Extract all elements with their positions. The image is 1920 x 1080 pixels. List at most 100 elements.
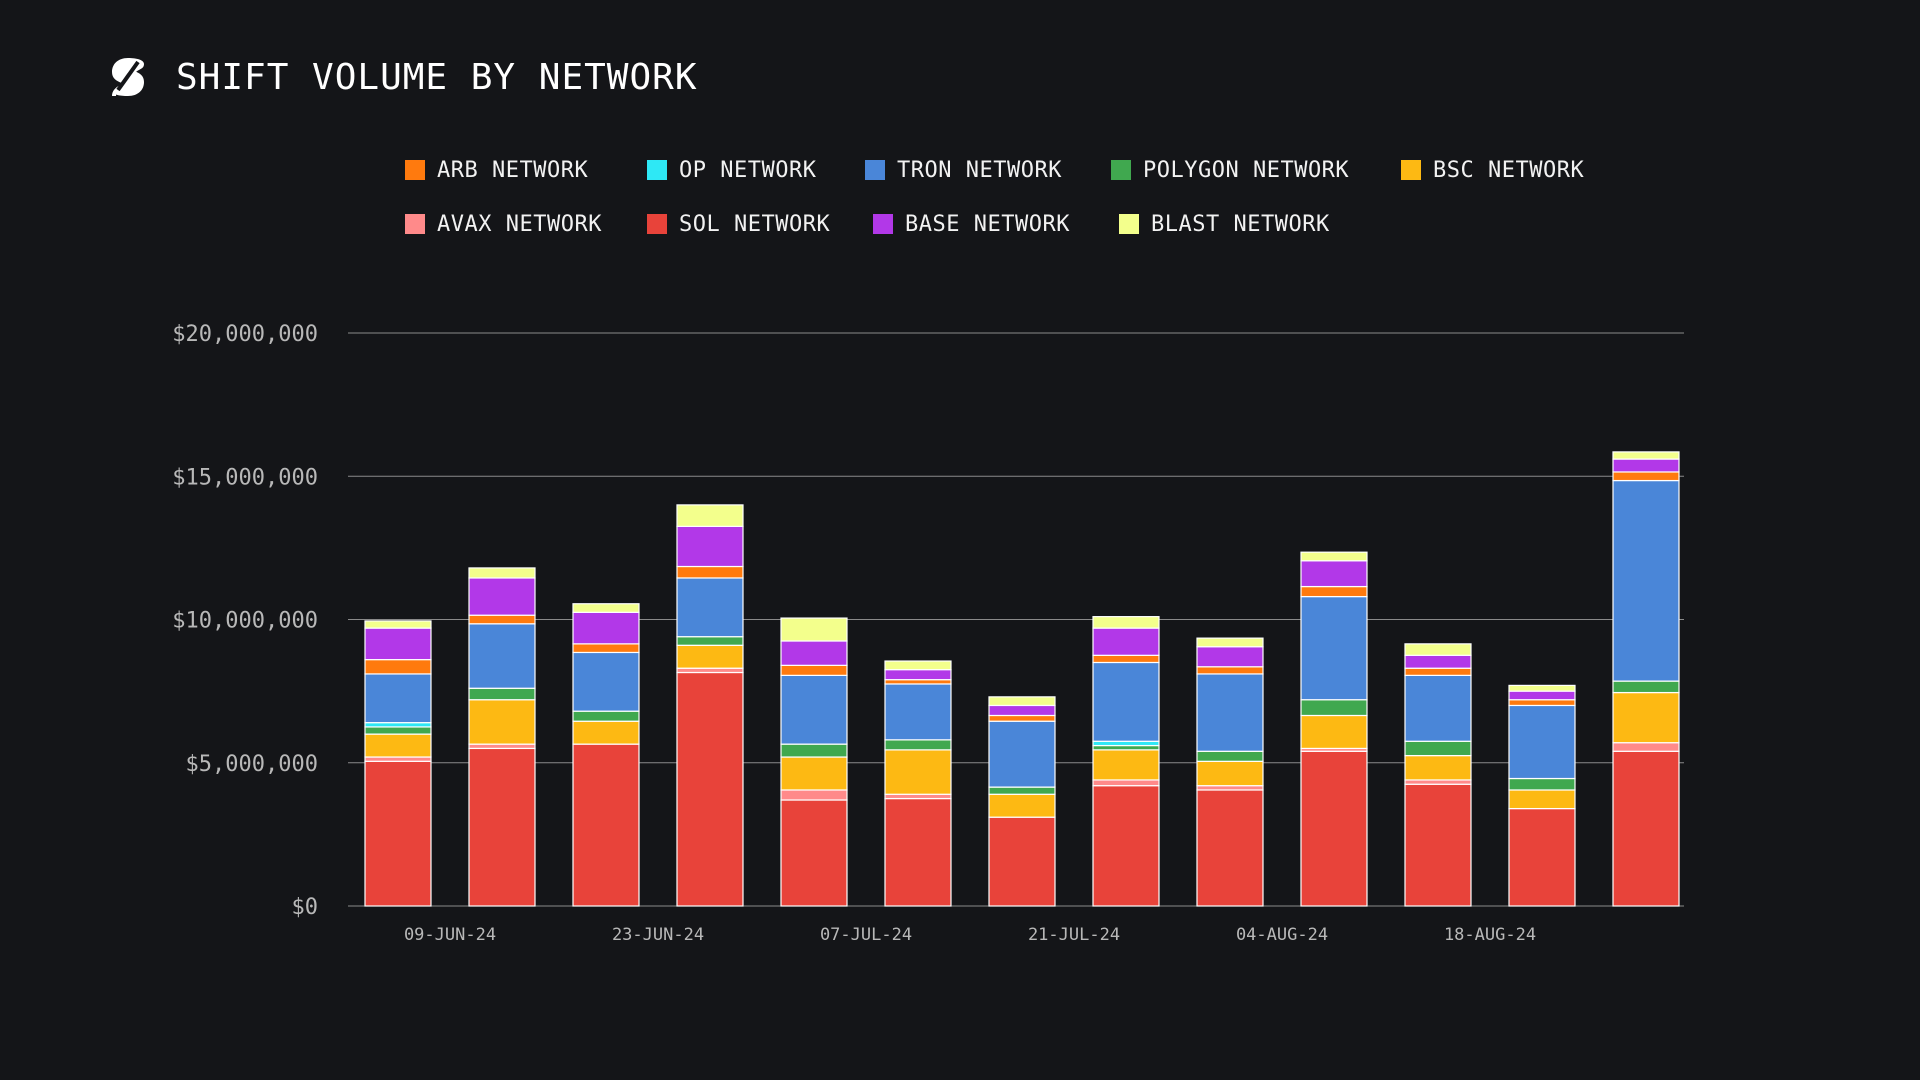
legend-label: SOL NETWORK bbox=[679, 211, 831, 237]
legend-item-op-network[interactable]: OP NETWORK bbox=[647, 157, 865, 183]
bar-segment-polygon-network bbox=[780, 743, 848, 758]
bar-segment-avax-network bbox=[1612, 742, 1680, 752]
legend-item-sol-network[interactable]: SOL NETWORK bbox=[647, 211, 873, 237]
legend-label: OP NETWORK bbox=[679, 157, 817, 183]
bar-segment-sol-network bbox=[572, 743, 640, 907]
bar-segment-polygon-network bbox=[1404, 740, 1472, 757]
legend-swatch bbox=[1401, 160, 1421, 180]
bar-segment-polygon-network bbox=[1300, 699, 1368, 717]
legend-label: ARB NETWORK bbox=[437, 157, 589, 183]
bar-segment-sol-network bbox=[468, 747, 536, 907]
legend-item-arb-network[interactable]: ARB NETWORK bbox=[405, 157, 647, 183]
bar-segment-blast-network bbox=[468, 567, 536, 579]
bar-segment-base-network bbox=[468, 577, 536, 616]
bar-segment-arb-network bbox=[364, 659, 432, 675]
x-tick-label: 09-JUN-24 bbox=[404, 925, 496, 945]
bar-segment-blast-network bbox=[572, 603, 640, 613]
bar-segment-sol-network bbox=[780, 799, 848, 907]
bar-segment-blast-network bbox=[884, 660, 952, 671]
legend: ARB NETWORK OP NETWORK TRON NETWORK POLYGON… bbox=[405, 157, 1685, 237]
bar-stack[interactable] bbox=[1508, 684, 1576, 907]
bar-segment-polygon-network bbox=[468, 687, 536, 701]
bar-segment-polygon-network bbox=[1612, 680, 1680, 694]
legend-item-avax-network[interactable]: AVAX NETWORK bbox=[405, 212, 647, 237]
bar-stack[interactable] bbox=[988, 696, 1056, 907]
bar-stack[interactable] bbox=[780, 617, 848, 907]
bar-stack[interactable] bbox=[1612, 451, 1680, 907]
bar-stack[interactable] bbox=[1404, 643, 1472, 907]
bar-segment-bsc-network bbox=[1092, 749, 1160, 781]
bar-segment-arb-network bbox=[1612, 471, 1680, 482]
legend-swatch bbox=[1111, 160, 1131, 180]
bar-segment-blast-network bbox=[1404, 643, 1472, 656]
legend-item-polygon-network[interactable]: POLYGON NETWORK bbox=[1111, 157, 1401, 183]
bar-segment-base-network bbox=[1612, 458, 1680, 473]
legend-swatch bbox=[405, 214, 425, 234]
bar-stack[interactable] bbox=[1196, 637, 1264, 907]
bar-segment-tron-network bbox=[364, 673, 432, 724]
bar-stack[interactable] bbox=[676, 504, 744, 907]
bar-segment-bsc-network bbox=[988, 793, 1056, 818]
legend-label: POLYGON NETWORK bbox=[1143, 157, 1350, 183]
bar-segment-tron-network bbox=[1300, 595, 1368, 701]
bar-segment-sol-network bbox=[988, 816, 1056, 907]
bar-segment-sol-network bbox=[364, 760, 432, 907]
bar-stack[interactable] bbox=[572, 603, 640, 907]
bar-segment-polygon-network bbox=[988, 786, 1056, 795]
bar-segment-blast-network bbox=[1300, 551, 1368, 562]
bar-segment-tron-network bbox=[1196, 673, 1264, 752]
bar-segment-polygon-network bbox=[1508, 777, 1576, 791]
bar-segment-base-network bbox=[988, 704, 1056, 717]
bar-segment-avax-network bbox=[780, 789, 848, 801]
bar-segment-avax-network bbox=[1404, 779, 1472, 785]
bar-segment-base-network bbox=[1300, 560, 1368, 588]
bar-segment-sol-network bbox=[1612, 750, 1680, 907]
bar-segment-blast-network bbox=[1612, 451, 1680, 460]
bar-segment-bsc-network bbox=[1612, 691, 1680, 744]
bar-segment-sol-network bbox=[1196, 789, 1264, 907]
legend-swatch bbox=[405, 160, 425, 180]
bar-segment-bsc-network bbox=[572, 720, 640, 745]
bar-segment-polygon-network bbox=[1092, 744, 1160, 751]
bar-stack[interactable] bbox=[364, 620, 432, 907]
bar-segment-base-network bbox=[1196, 646, 1264, 668]
bar-stack[interactable] bbox=[884, 660, 952, 907]
legend-swatch bbox=[873, 214, 893, 234]
legend-item-blast-network[interactable]: BLAST NETWORK bbox=[1119, 212, 1359, 237]
bar-segment-arb-network bbox=[884, 679, 952, 685]
bar-stack[interactable] bbox=[1300, 551, 1368, 907]
bar-segment-tron-network bbox=[676, 577, 744, 638]
x-tick-label: 21-JUL-24 bbox=[1028, 925, 1120, 945]
x-tick-label: 07-JUL-24 bbox=[820, 925, 912, 945]
bar-segment-blast-network bbox=[988, 696, 1056, 707]
bar-stack[interactable] bbox=[1092, 616, 1160, 907]
bar-segment-blast-network bbox=[1092, 616, 1160, 629]
bar-segment-arb-network bbox=[1300, 585, 1368, 598]
bar-segment-sol-network bbox=[884, 797, 952, 907]
legend-item-tron-network[interactable]: TRON NETWORK bbox=[865, 158, 1111, 183]
legend-item-bsc-network[interactable]: BSC NETWORK bbox=[1401, 158, 1611, 183]
bar-segment-tron-network bbox=[468, 623, 536, 689]
bar-segment-bsc-network bbox=[468, 699, 536, 745]
y-tick-label: $10,000,000 bbox=[172, 609, 318, 634]
bar-segment-avax-network bbox=[884, 793, 952, 800]
bar-segment-blast-network bbox=[364, 620, 432, 629]
bar-segment-polygon-network bbox=[884, 739, 952, 751]
legend-swatch bbox=[865, 160, 885, 180]
bar-segment-tron-network bbox=[1508, 704, 1576, 780]
bar-segment-polygon-network bbox=[572, 710, 640, 722]
bar-segment-arb-network bbox=[676, 565, 744, 579]
bar-segment-arb-network bbox=[572, 643, 640, 654]
legend-item-base-network[interactable]: BASE NETWORK bbox=[873, 212, 1119, 237]
y-tick-label: $0 bbox=[292, 895, 319, 920]
bar-segment-sol-network bbox=[1508, 807, 1576, 907]
x-tick-label: 18-AUG-24 bbox=[1444, 925, 1536, 945]
bar-segment-bsc-network bbox=[1404, 754, 1472, 781]
bar-segment-polygon-network bbox=[364, 726, 432, 735]
bar-segment-polygon-network bbox=[676, 636, 744, 646]
bar-stack[interactable] bbox=[468, 567, 536, 907]
x-tick-label: 04-AUG-24 bbox=[1236, 925, 1328, 945]
bar-segment-sol-network bbox=[1300, 750, 1368, 907]
bar-segment-arb-network bbox=[468, 614, 536, 625]
